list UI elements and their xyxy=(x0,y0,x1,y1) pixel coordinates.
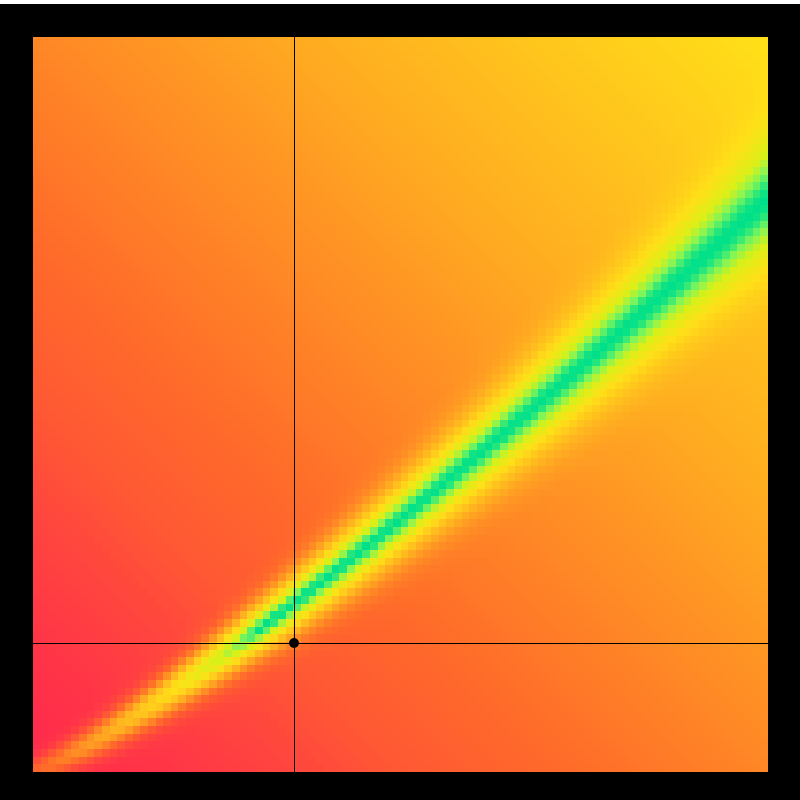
plot-frame xyxy=(0,4,800,800)
crosshair-horizontal xyxy=(33,643,768,644)
chart-container: TheBottleneck.com xyxy=(0,0,800,800)
marker-point xyxy=(289,638,299,648)
crosshair-vertical xyxy=(294,37,295,772)
heatmap-canvas xyxy=(33,37,768,772)
